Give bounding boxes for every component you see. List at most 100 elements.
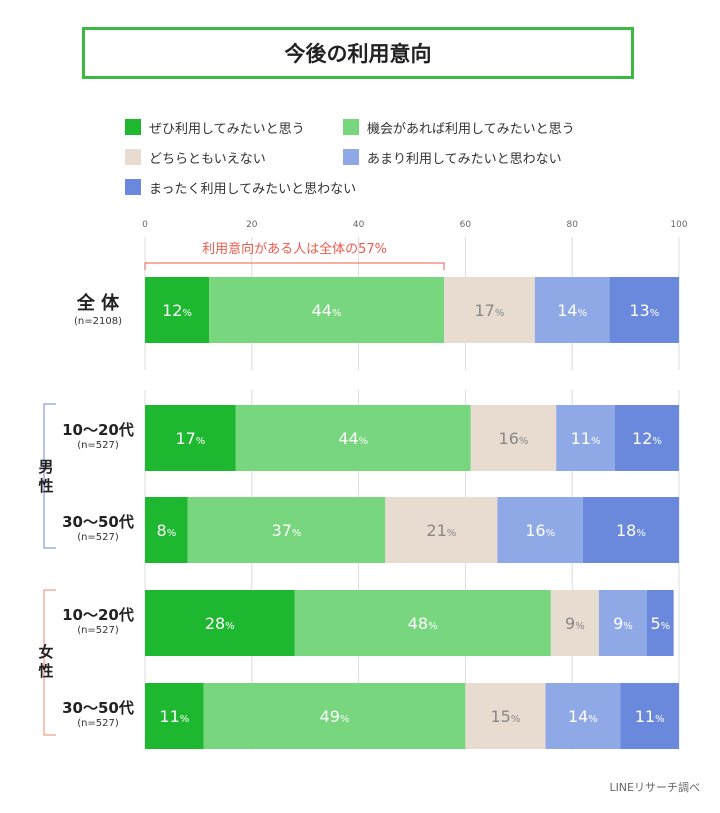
data-label-value: 14: [557, 301, 577, 320]
row-label-main: 10〜20代: [62, 606, 134, 624]
data-label-unit: %: [588, 714, 598, 725]
bar-segment: [497, 497, 583, 563]
bar-segment: [145, 277, 210, 343]
bar-segment: [444, 277, 535, 343]
data-label: 13%: [629, 301, 659, 320]
legend-label: まったく利用してみたいと思わない: [149, 181, 357, 197]
bar-segment: [145, 590, 295, 656]
bar-segment: [614, 405, 679, 471]
annotation-bracket: [144, 262, 445, 270]
row-label-main: 10〜20代: [62, 421, 134, 439]
legend-item: ぜひ利用してみたいと思う: [125, 118, 305, 137]
bar-segment: [145, 497, 188, 563]
data-label-unit: %: [655, 714, 665, 725]
bar-segment: [534, 277, 610, 343]
data-label: 12%: [632, 429, 662, 448]
bar-segment: [582, 497, 679, 563]
legend-swatch: [125, 119, 141, 135]
data-label-value: 37: [272, 521, 292, 540]
bar-segment: [598, 590, 647, 656]
row-label-n: (n=527): [77, 440, 119, 451]
x-tick-label: 100: [670, 220, 687, 230]
legend-item: あまり利用してみたいと思わない: [343, 148, 562, 167]
data-label: 8%: [157, 521, 177, 540]
data-label: 17%: [175, 429, 205, 448]
legend-swatch: [125, 149, 141, 165]
bar-segment: [465, 683, 546, 749]
bar-segment: [203, 683, 466, 749]
data-label-unit: %: [196, 436, 206, 447]
bar-segment: [609, 277, 679, 343]
data-label: 21%: [426, 521, 456, 540]
bar-segment: [145, 683, 204, 749]
legend-swatch: [343, 119, 359, 135]
data-label: 16%: [499, 429, 529, 448]
legend-item: まったく利用してみたいと思わない: [125, 178, 357, 197]
data-label-unit: %: [340, 714, 350, 725]
data-label-value: 5: [650, 614, 660, 633]
data-label-value: 8: [157, 521, 167, 540]
row-label-n: (n=527): [77, 718, 119, 729]
data-label: 44%: [338, 429, 368, 448]
data-label: 11%: [635, 707, 665, 726]
x-tick-label: 20: [246, 220, 258, 230]
data-label-unit: %: [225, 621, 235, 632]
data-label: 9%: [565, 614, 585, 633]
legend-label: 機会があれば利用してみたいと思う: [367, 121, 575, 137]
data-label-unit: %: [636, 528, 646, 539]
data-label-value: 9: [565, 614, 575, 633]
bar-segment: [209, 277, 445, 343]
row-label-n: (n=527): [77, 625, 119, 636]
data-label: 37%: [272, 521, 302, 540]
data-label-unit: %: [511, 714, 521, 725]
data-label-value: 44: [338, 429, 358, 448]
data-label-value: 17: [175, 429, 195, 448]
data-label-value: 16: [499, 429, 519, 448]
data-label-unit: %: [661, 621, 671, 632]
data-label-value: 11: [159, 707, 179, 726]
data-label: 48%: [408, 614, 438, 633]
group-label-male: 男性: [38, 458, 54, 495]
data-label: 49%: [320, 707, 350, 726]
row-label-main: 30〜50代: [62, 513, 134, 531]
x-tick-label: 80: [566, 220, 578, 230]
legend-swatch: [343, 149, 359, 165]
row-label: 全 体 (n=2108): [58, 293, 138, 329]
data-label-value: 21: [426, 521, 446, 540]
bar-segment: [470, 405, 557, 471]
data-label: 18%: [616, 521, 646, 540]
row-label-n: (n=527): [77, 532, 119, 543]
bar-segment: [294, 590, 551, 656]
data-label-value: 44: [312, 301, 332, 320]
data-label: 16%: [525, 521, 555, 540]
bar-segment: [235, 405, 471, 471]
data-label-unit: %: [650, 308, 660, 319]
data-label: 44%: [312, 301, 342, 320]
source-note: LINEリサーチ調べ: [609, 781, 700, 794]
x-tick-label: 60: [460, 220, 472, 230]
legend-label: ぜひ利用してみたいと思う: [149, 121, 305, 137]
group-label-female: 女性: [38, 643, 54, 680]
data-label-unit: %: [546, 528, 556, 539]
legend-label: どちらともいえない: [149, 151, 266, 167]
data-label-value: 12: [632, 429, 652, 448]
data-label: 14%: [568, 707, 598, 726]
data-label-unit: %: [495, 308, 505, 319]
bar-segment: [545, 683, 621, 749]
bar-segment: [145, 405, 236, 471]
row-label: 30〜50代 (n=527): [58, 513, 138, 545]
data-label-unit: %: [575, 621, 585, 632]
data-label-unit: %: [578, 308, 588, 319]
data-label-value: 11: [571, 429, 591, 448]
data-label-value: 15: [491, 707, 511, 726]
data-label-value: 17: [474, 301, 494, 320]
data-label-unit: %: [519, 436, 529, 447]
bar-segment: [556, 405, 615, 471]
bar-segment: [187, 497, 386, 563]
data-label-unit: %: [292, 528, 302, 539]
row-label: 30〜50代 (n=527): [58, 699, 138, 731]
legend-item: どちらともいえない: [125, 148, 266, 167]
data-label: 11%: [571, 429, 601, 448]
x-tick-label: 0: [142, 220, 148, 230]
data-label-value: 9: [613, 614, 623, 633]
